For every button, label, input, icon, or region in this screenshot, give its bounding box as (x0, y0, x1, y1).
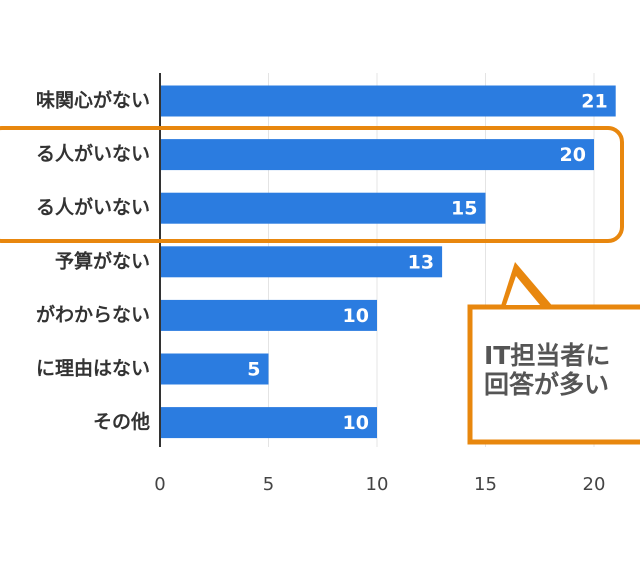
y-tick-label: その他 (93, 410, 150, 433)
value-label: 20 (560, 144, 586, 166)
y-tick-label: る人がいない (36, 142, 150, 165)
x-tick-label: 5 (263, 474, 274, 495)
x-tick-label: 15 (474, 474, 497, 495)
bars (160, 85, 616, 439)
bar (160, 246, 443, 278)
x-tick-label: 10 (366, 474, 389, 495)
highlight-box (0, 126, 624, 243)
value-label: 10 (343, 305, 369, 327)
bar (160, 353, 269, 385)
y-tick-label: がわからない (36, 303, 150, 326)
bar (160, 299, 377, 331)
bar (160, 85, 616, 117)
callout-box (467, 304, 640, 445)
value-label: 5 (247, 359, 260, 381)
bar (160, 407, 377, 439)
x-tick-label: 20 (583, 474, 606, 495)
x-tick-label: 0 (154, 474, 165, 495)
y-tick-label: に理由はない (36, 357, 150, 380)
y-tick-label: る人がいない (36, 196, 150, 219)
value-label: 15 (451, 198, 477, 220)
y-tick-label: 予算がない (55, 249, 150, 272)
bar (160, 139, 594, 171)
value-label: 21 (581, 91, 607, 113)
y-tick-label: 味関心がない (36, 89, 150, 112)
annotation: 回答が多い (484, 370, 609, 399)
bar (160, 192, 486, 224)
callout-pointer-inner (506, 276, 540, 305)
value-label: 13 (408, 251, 434, 273)
value-label: 10 (343, 412, 369, 434)
annotation: IT担当者に (484, 341, 610, 370)
